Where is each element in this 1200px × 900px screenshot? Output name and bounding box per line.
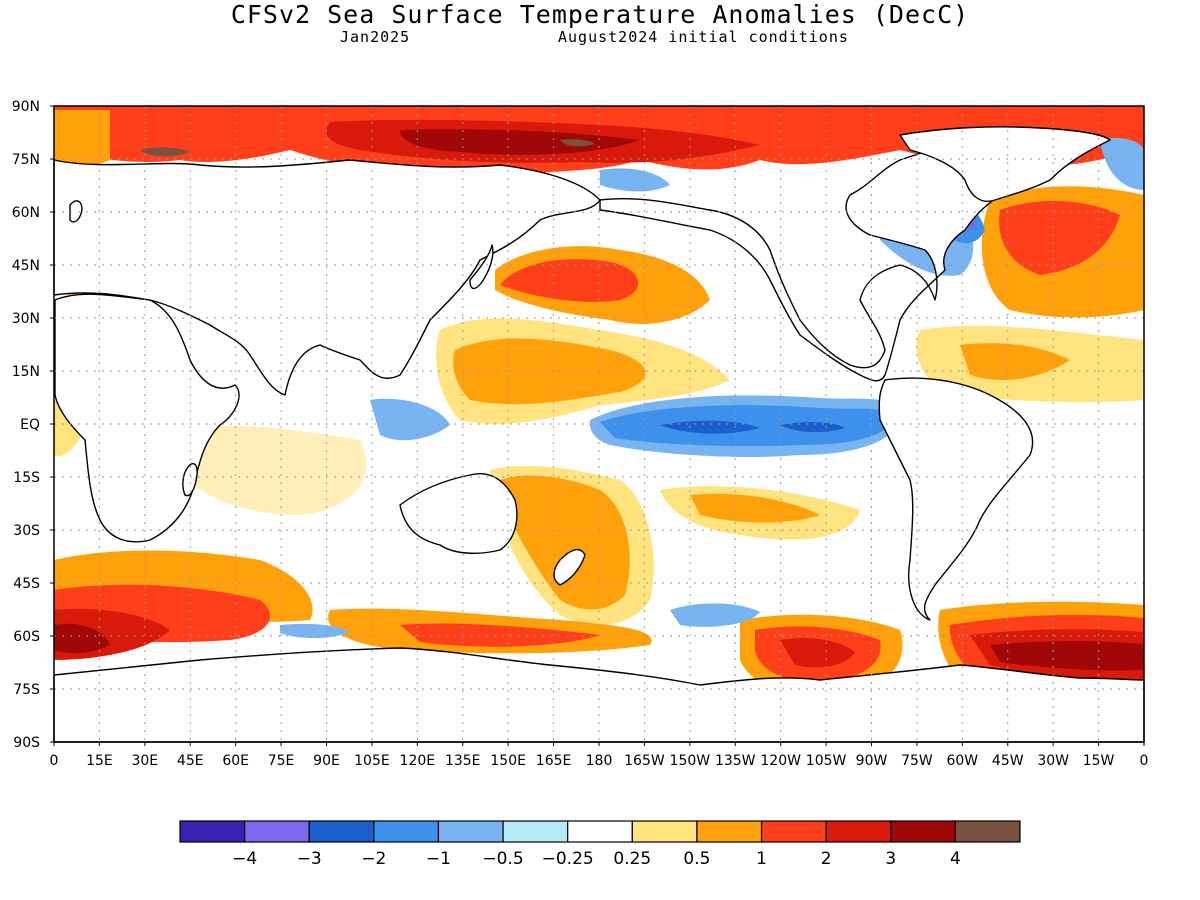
colorbar-labels: −4 −3 −2 −1 −0.5 −0.25 0.25 0.5 1 2 3 4 (232, 849, 961, 869)
antarctica-landmass (53, 647, 1145, 743)
australia-landmass (399, 473, 518, 554)
colorbar-label: −4 (232, 849, 257, 869)
colorbar-swatch (825, 820, 892, 843)
lat-tick-label: 30S (13, 523, 40, 539)
lon-tick-label: 30W (1037, 753, 1069, 769)
lon-tick-label: 0 (50, 753, 59, 769)
latitude-tick-labels: 90N 75N 60N 45N 30N 15N EQ 15S 30S 45S 60S 75S 90S (12, 99, 54, 751)
colorbar-label: 2 (821, 849, 832, 869)
lat-tick-label: 75S (13, 682, 40, 698)
lon-tick-label: 105W (806, 753, 847, 769)
lon-tick-label: 90W (856, 753, 888, 769)
colorbar-label: 1 (756, 849, 767, 869)
colorbar-label: 3 (885, 849, 896, 869)
colorbar-label: 0.25 (613, 849, 651, 869)
lat-tick-label: 30N (12, 311, 40, 327)
lat-tick-label: 15N (12, 364, 40, 380)
colorbar-swatch (373, 820, 440, 843)
lon-tick-label: 135E (445, 753, 481, 769)
lon-tick-label: 75E (268, 753, 295, 769)
colorbar-swatch (760, 820, 827, 843)
lat-tick-label: 90S (13, 735, 40, 751)
colorbar-swatch (567, 820, 633, 843)
lon-tick-label: 60W (946, 753, 978, 769)
lon-tick-label: 15W (1083, 753, 1115, 769)
madagascar-landmass (182, 463, 198, 497)
south-america-landmass (878, 377, 1034, 621)
lat-tick-label: 60N (12, 205, 40, 221)
colorbar-swatch (308, 820, 375, 843)
colorbar-swatch (890, 820, 956, 843)
lon-tick-label: 45W (992, 753, 1024, 769)
lon-tick-label: 45E (177, 753, 204, 769)
lon-tick-label: 135W (715, 753, 756, 769)
lat-tick-label: 60S (13, 629, 40, 645)
colorbar-label: −0.25 (542, 849, 594, 869)
forecast-month: Jan2025 (340, 28, 411, 46)
lon-tick-label: 90E (313, 753, 340, 769)
colorbar-swatch (244, 820, 310, 843)
colorbar-swatch (502, 820, 569, 843)
greenland-landmass (899, 126, 1111, 202)
lon-tick-label: 180 (586, 753, 613, 769)
lon-tick-label: 150W (670, 753, 711, 769)
lat-tick-label: 45N (12, 258, 40, 274)
colorbar-label: −3 (297, 849, 322, 869)
colorbar-label: −2 (361, 849, 386, 869)
lon-tick-label: 60E (222, 753, 249, 769)
colorbar (179, 820, 1021, 843)
colorbar-label: −0.5 (482, 849, 523, 869)
uk-landmass (69, 200, 83, 223)
colorbar-label: 4 (950, 849, 961, 869)
lon-tick-label: 165W (624, 753, 665, 769)
lon-tick-label: 15E (86, 753, 113, 769)
lon-tick-label: 165E (536, 753, 572, 769)
lon-tick-label: 0 (1140, 753, 1149, 769)
gridlines (54, 106, 1144, 742)
colorbar-swatch (631, 820, 698, 843)
lat-tick-label: 15S (13, 470, 40, 486)
initial-conditions: August2024 initial conditions (558, 28, 849, 46)
lon-tick-label: 75W (901, 753, 933, 769)
colorbar-label: 0.5 (683, 849, 710, 869)
lat-tick-label: 90N (12, 99, 40, 115)
lon-tick-label: 120W (760, 753, 801, 769)
longitude-tick-labels: 0 15E 30E 45E 60E 75E 90E 105E 120E 135E 150E 165E 1… (50, 742, 1149, 769)
lon-tick-label: 150E (490, 753, 526, 769)
new-zealand-landmass (553, 548, 586, 586)
lon-tick-label: 105E (354, 753, 390, 769)
colorbar-swatch (696, 820, 763, 843)
colorbar-label: −1 (426, 849, 451, 869)
lat-tick-label: 75N (12, 152, 40, 168)
lon-tick-label: 120E (400, 753, 436, 769)
colorbar-swatch (437, 820, 504, 843)
lon-tick-label: 30E (131, 753, 158, 769)
chart-title: CFSv2 Sea Surface Temperature Anomalies … (230, 0, 970, 29)
japan-landmass (469, 244, 494, 290)
lat-tick-label: 45S (13, 576, 40, 592)
colorbar-swatch (179, 820, 246, 843)
colorbar-swatch (954, 820, 1021, 843)
lat-tick-label: EQ (20, 417, 40, 433)
